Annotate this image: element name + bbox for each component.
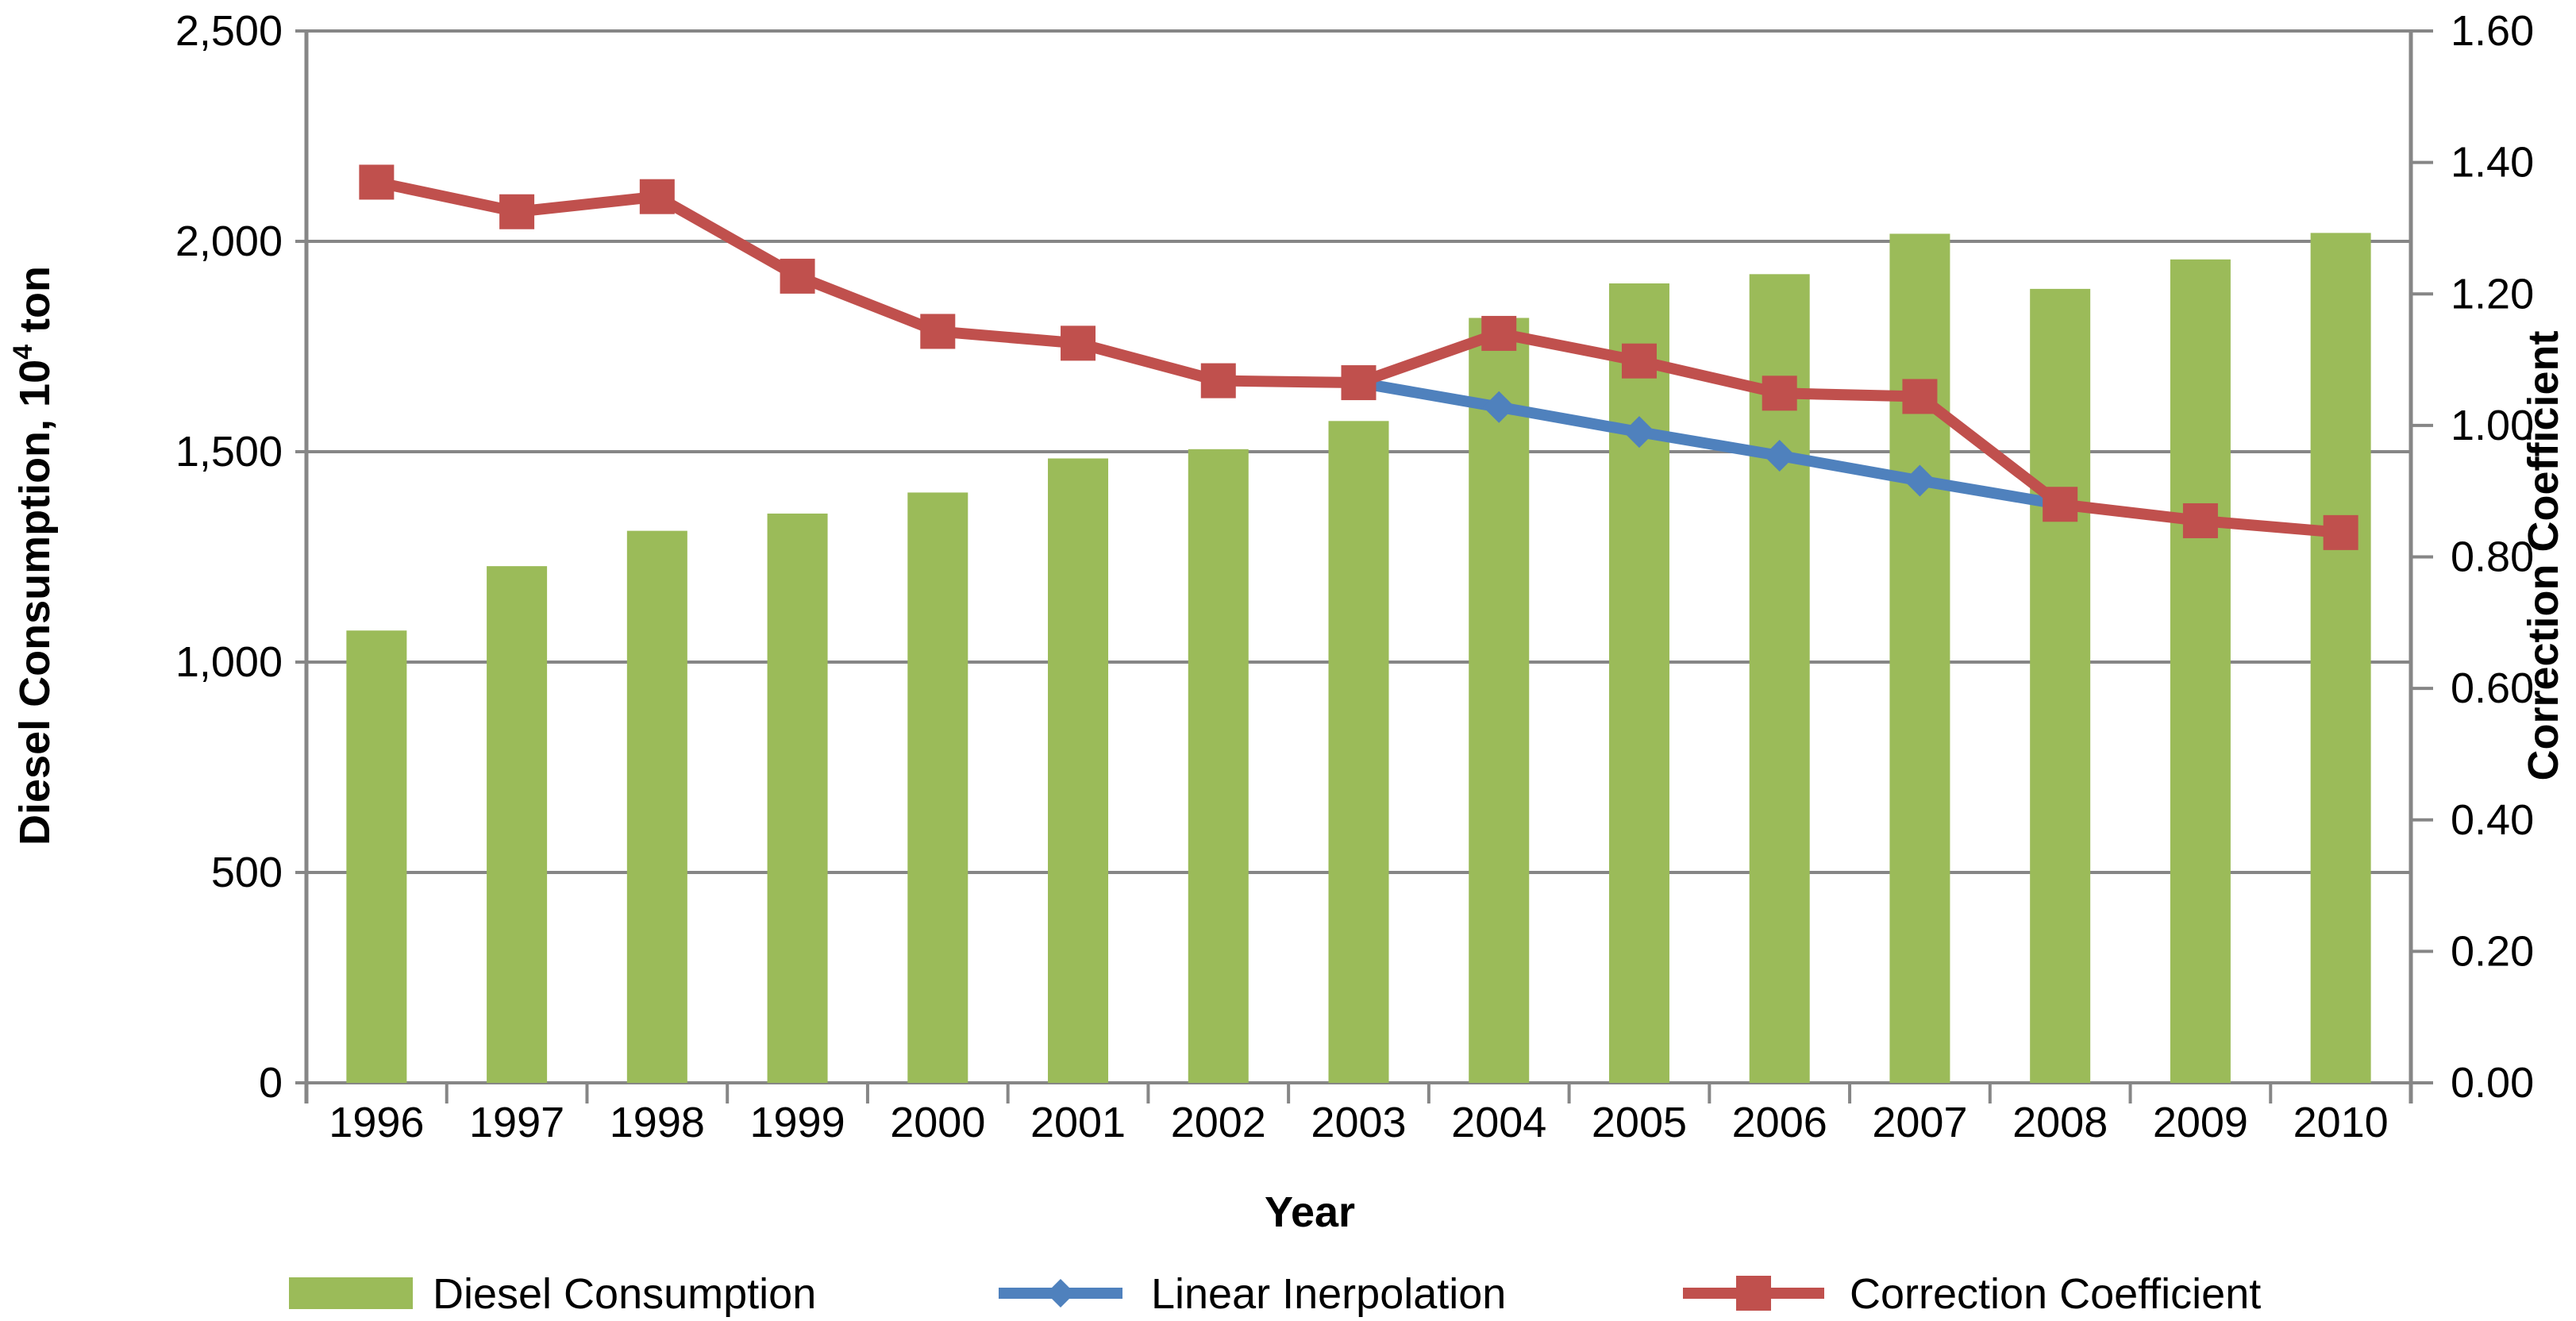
- bars: [346, 233, 2371, 1084]
- y-tick-label: 0: [259, 1059, 283, 1107]
- x-tick-label: 2010: [2293, 1099, 2389, 1146]
- legend-label-interp: Linear Inerpolation: [1151, 1270, 1506, 1318]
- lines: [359, 164, 2358, 550]
- legend-marker-square: [1736, 1276, 1771, 1311]
- x-tick-label: 2009: [2153, 1099, 2248, 1146]
- y-axis-title-main: Diesel Consumption, 10: [11, 360, 59, 845]
- marker-square: [1621, 343, 1657, 379]
- line-linear-inerpolation: [1357, 377, 2062, 510]
- legend-swatch-diesel: [289, 1277, 413, 1309]
- bar-diesel-consumption: [1469, 318, 1530, 1084]
- marker-square: [1902, 379, 1938, 414]
- bar-diesel-consumption: [1188, 449, 1249, 1083]
- marker-diamond: [1483, 391, 1515, 423]
- bar-diesel-consumption: [346, 630, 407, 1083]
- x-axis-title: Year: [1265, 1188, 1355, 1236]
- x-tick-label: 2005: [1592, 1099, 1687, 1146]
- x-tick-label: 2001: [1030, 1099, 1126, 1146]
- bar-diesel-consumption: [1048, 458, 1109, 1083]
- legend-label-correction: Correction Coefficient: [1850, 1270, 2261, 1318]
- y2-tick-label: 0.60: [2451, 664, 2534, 712]
- bar-diesel-consumption: [1608, 283, 1669, 1083]
- marker-square: [2182, 503, 2218, 538]
- legend-label-diesel: Diesel Consumption: [433, 1270, 816, 1318]
- x-tick-label: 1998: [610, 1099, 705, 1146]
- marker-square: [639, 179, 675, 214]
- marker-diamond: [1623, 416, 1655, 449]
- y2-tick-label: 1.60: [2451, 7, 2534, 55]
- y2-tick-label: 0.80: [2451, 533, 2534, 581]
- bar-diesel-consumption: [2170, 259, 2231, 1083]
- y-tick-label: 2,000: [175, 218, 283, 265]
- x-tick-label: 1999: [749, 1099, 845, 1146]
- bar-diesel-consumption: [626, 530, 687, 1083]
- marker-square: [1481, 315, 1517, 351]
- marker-square: [780, 258, 815, 294]
- y2-tick-label: 1.00: [2451, 402, 2534, 449]
- bar-diesel-consumption: [767, 513, 828, 1083]
- x-tick-label: 1997: [469, 1099, 564, 1146]
- bar-diesel-consumption: [2030, 288, 2091, 1083]
- marker-diamond: [1763, 439, 1796, 472]
- y-axis-title-suffix: ton: [11, 266, 59, 345]
- axes: [304, 29, 2433, 1103]
- tick-labels: 0 500 1,000 1,500 2,000 2,500 0.00 0.20 0.40 0.60…: [175, 7, 2534, 1146]
- x-tick-label: 1996: [329, 1099, 424, 1146]
- y2-axis-title: Correction Coefficient: [2520, 330, 2567, 780]
- marker-square: [1061, 325, 1096, 361]
- y-tick-label: 2,500: [175, 7, 283, 55]
- legend-marker-diamond: [1046, 1279, 1075, 1308]
- marker-square: [920, 314, 956, 349]
- bar-diesel-consumption: [2310, 233, 2371, 1083]
- y-tick-label: 1,500: [175, 428, 283, 476]
- x-tick-label: 2002: [1171, 1099, 1266, 1146]
- x-tick-label: 2000: [890, 1099, 985, 1146]
- marker-square: [2323, 514, 2358, 550]
- y2-tick-label: 0.40: [2451, 796, 2534, 844]
- y2-tick-label: 0.20: [2451, 927, 2534, 975]
- x-tick-label: 2004: [1451, 1099, 1546, 1146]
- y2-tick-label: 1.20: [2451, 270, 2534, 318]
- marker-square: [1200, 363, 1236, 399]
- legend: Diesel Consumption Linear Inerpolation C…: [289, 1270, 2261, 1318]
- bar-diesel-consumption: [1328, 421, 1389, 1083]
- marker-square: [1762, 376, 1797, 411]
- marker-square: [359, 164, 395, 200]
- y-tick-label: 1,000: [175, 638, 283, 686]
- x-tick-label: 2006: [1732, 1099, 1827, 1146]
- marker-diamond: [1904, 464, 1936, 497]
- bar-diesel-consumption: [1889, 233, 1950, 1084]
- marker-square: [499, 194, 535, 229]
- y2-tick-label: 0.00: [2451, 1059, 2534, 1107]
- x-tick-label: 2007: [1872, 1099, 1967, 1146]
- y-axis-title-sup: 4: [8, 345, 38, 360]
- bar-diesel-consumption: [907, 492, 968, 1083]
- y2-tick-label: 1.40: [2451, 139, 2534, 187]
- y-axis-title: Diesel Consumption, 104 ton: [8, 266, 59, 845]
- x-tick-label: 2008: [2012, 1099, 2108, 1146]
- bar-diesel-consumption: [487, 566, 548, 1083]
- marker-square: [2043, 487, 2078, 522]
- x-tick-label: 2003: [1311, 1099, 1406, 1146]
- y-tick-label: 500: [211, 849, 283, 896]
- marker-square: [1341, 365, 1377, 401]
